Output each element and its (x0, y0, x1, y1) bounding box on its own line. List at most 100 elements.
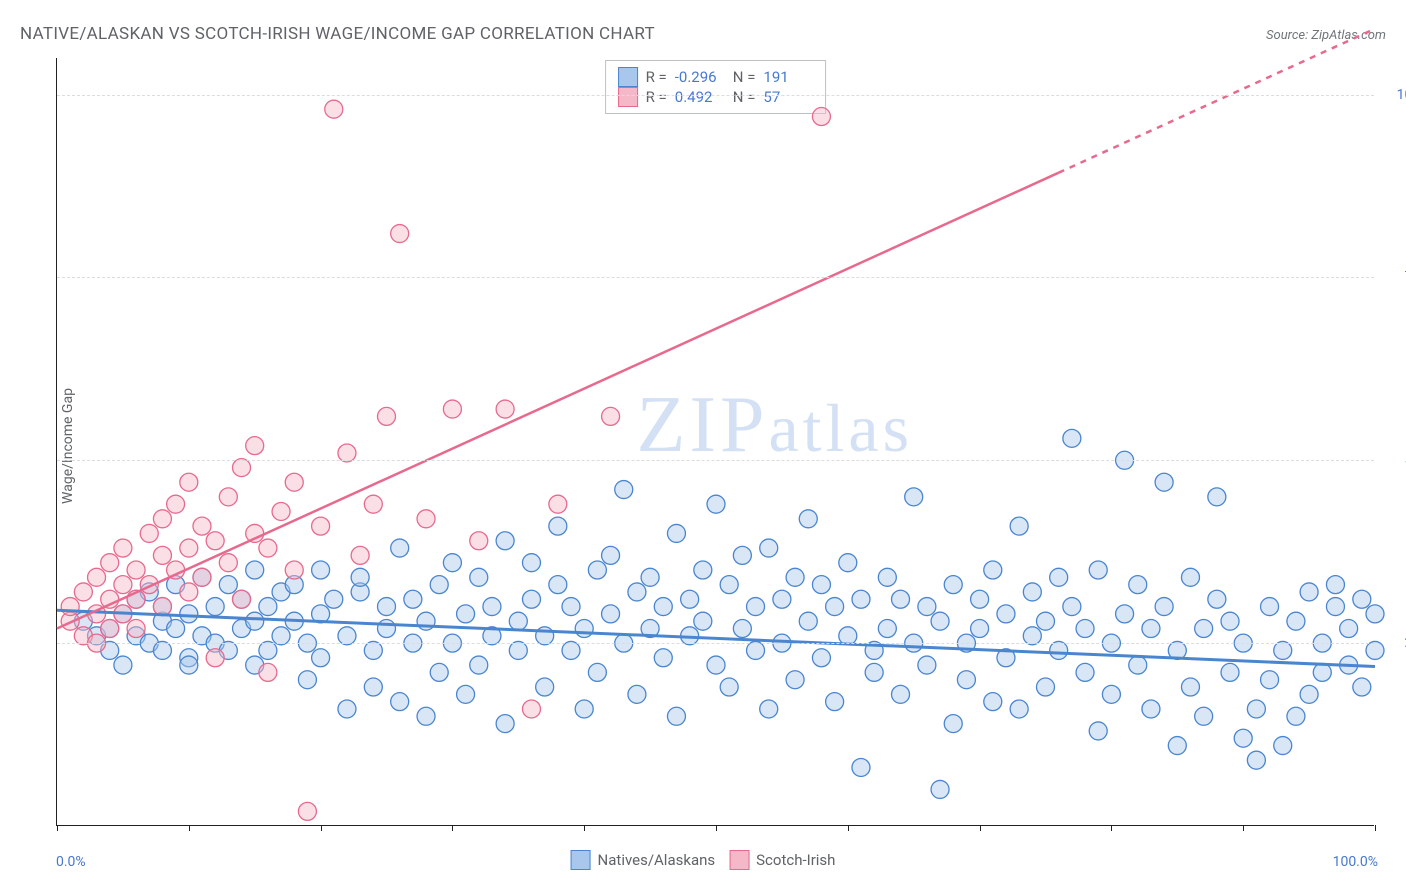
scatter-point (892, 590, 910, 608)
scatter-point (470, 532, 488, 550)
scatter-point (944, 576, 962, 594)
scatter-point (707, 495, 725, 513)
y-tick-label: 75.0% (1382, 269, 1406, 285)
scatter-point (1010, 700, 1028, 718)
scatter-point (1247, 700, 1265, 718)
scatter-point (1261, 598, 1279, 616)
scatter-point (114, 539, 132, 557)
legend-swatch (571, 850, 591, 870)
scatter-point (417, 707, 435, 725)
scatter-point (667, 524, 685, 542)
scatter-point (470, 656, 488, 674)
scatter-point (773, 590, 791, 608)
scatter-point (799, 510, 817, 528)
scatter-point (971, 620, 989, 638)
scatter-point (391, 225, 409, 243)
scatter-point (549, 576, 567, 594)
trend-line-dashed (1059, 29, 1375, 173)
scatter-point (628, 685, 646, 703)
scatter-point (1287, 612, 1305, 630)
scatter-point (1037, 612, 1055, 630)
x-tick (321, 825, 322, 831)
scatter-point (457, 605, 475, 623)
scatter-point (180, 605, 198, 623)
scatter-point (483, 598, 501, 616)
scatter-point (1326, 598, 1344, 616)
scatter-point (852, 758, 870, 776)
scatter-point (430, 663, 448, 681)
scatter-point (206, 598, 224, 616)
scatter-point (1155, 598, 1173, 616)
scatter-point (1195, 707, 1213, 725)
scatter-point (470, 568, 488, 586)
scatter-point (219, 554, 237, 572)
scatter-point (1326, 576, 1344, 594)
chart-title: NATIVE/ALASKAN VS SCOTCH-IRISH WAGE/INCO… (20, 24, 655, 44)
scatter-point (562, 598, 580, 616)
scatter-point (88, 568, 106, 586)
scatter-point (971, 590, 989, 608)
scatter-point (193, 517, 211, 535)
legend-label: Scotch-Irish (756, 851, 835, 869)
scatter-point (325, 590, 343, 608)
scatter-point (1129, 656, 1147, 674)
x-axis-max-label: 100.0% (1333, 854, 1378, 870)
scatter-point (1102, 685, 1120, 703)
scatter-point (602, 546, 620, 564)
scatter-point (180, 539, 198, 557)
scatter-point (364, 641, 382, 659)
scatter-point (259, 539, 277, 557)
scatter-point (127, 561, 145, 579)
scatter-point (1089, 561, 1107, 579)
scatter-point (720, 576, 738, 594)
scatter-point (312, 561, 330, 579)
scatter-point (417, 510, 435, 528)
scatter-point (1168, 737, 1186, 755)
scatter-point (114, 576, 132, 594)
x-tick (716, 825, 717, 831)
scatter-point (1221, 663, 1239, 681)
scatter-point (707, 656, 725, 674)
scatter-point (957, 671, 975, 689)
scatter-point (1234, 729, 1252, 747)
scatter-point (430, 576, 448, 594)
scatter-point (114, 656, 132, 674)
scatter-point (602, 605, 620, 623)
scatter-point (1116, 605, 1134, 623)
scatter-point (312, 649, 330, 667)
scatter-point (1353, 678, 1371, 696)
scatter-point (180, 473, 198, 491)
scatter-point (206, 532, 224, 550)
scatter-point (1208, 590, 1226, 608)
scatter-point (588, 663, 606, 681)
grid-line (57, 460, 1374, 461)
scatter-point (338, 444, 356, 462)
scatter-point (667, 707, 685, 725)
scatter-point (1274, 737, 1292, 755)
scatter-point (272, 502, 290, 520)
scatter-point (1010, 517, 1028, 535)
scatter-point (628, 583, 646, 601)
scatter-point (1063, 598, 1081, 616)
scatter-point (733, 620, 751, 638)
scatter-point (733, 546, 751, 564)
scatter-point (364, 495, 382, 513)
legend-label: Natives/Alaskans (598, 851, 716, 869)
trend-line (57, 173, 1059, 629)
scatter-point (852, 590, 870, 608)
scatter-point (233, 590, 251, 608)
scatter-point (167, 620, 185, 638)
scatter-point (562, 641, 580, 659)
x-tick (57, 825, 58, 831)
scatter-point (839, 627, 857, 645)
scatter-point (246, 561, 264, 579)
scatter-point (378, 620, 396, 638)
scatter-point (747, 641, 765, 659)
legend-item: Scotch-Irish (729, 850, 835, 870)
scatter-point (364, 678, 382, 696)
scatter-point (1366, 605, 1384, 623)
scatter-point (219, 488, 237, 506)
scatter-point (786, 671, 804, 689)
scatter-point (536, 678, 554, 696)
x-tick (980, 825, 981, 831)
